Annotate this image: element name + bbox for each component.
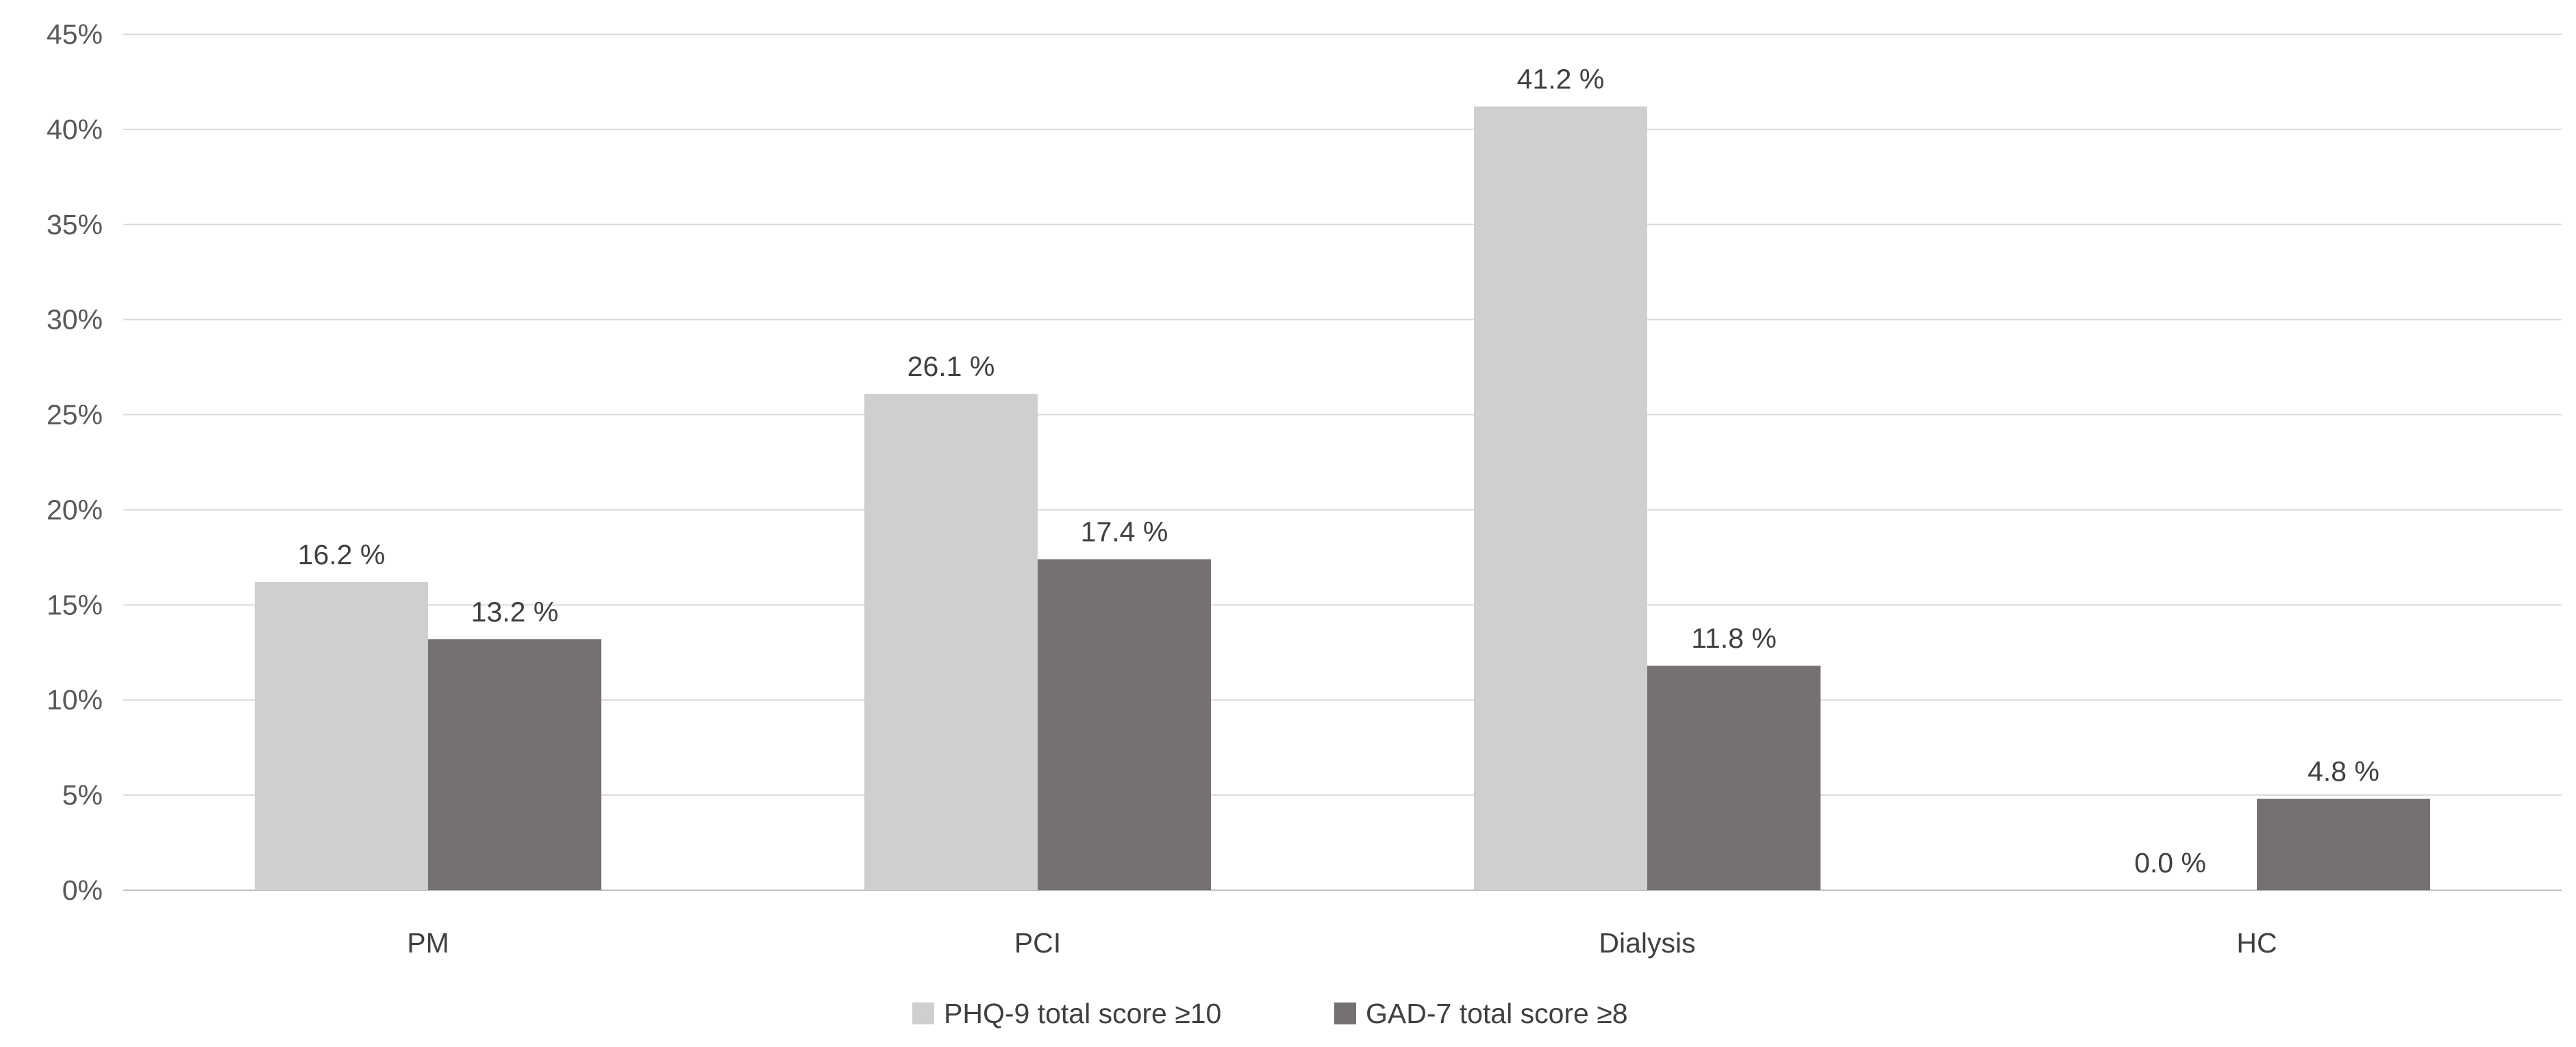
- bar-gad7-dialysis: [1647, 666, 1821, 890]
- bar-gad7-pm: [428, 639, 601, 890]
- data-labels: 16.2 % 13.2 % 26.1 % 17.4 % 41.2 % 11.8 % 0.0 …: [298, 64, 2379, 879]
- y-tick-label: 20%: [47, 494, 103, 525]
- y-tick-label: 15%: [47, 589, 103, 620]
- bar-phq9-pci: [864, 394, 1038, 890]
- legend-label-gad7: GAD-7 total score ≥8: [1366, 998, 1628, 1029]
- bar-gad7-pci: [1038, 559, 1211, 890]
- y-tick-label: 25%: [47, 399, 103, 431]
- y-tick-label: 35%: [47, 209, 103, 240]
- x-axis-categories: PM PCI Dialysis HC: [407, 927, 2277, 959]
- y-tick-label: 45%: [47, 18, 103, 50]
- data-label: 26.1 %: [908, 351, 995, 382]
- legend-swatch-phq9: [912, 1002, 934, 1024]
- data-label: 17.4 %: [1081, 516, 1168, 548]
- y-tick-label: 40%: [47, 114, 103, 145]
- y-tick-label: 5%: [62, 779, 103, 811]
- bar-gad7-hc: [2257, 798, 2430, 890]
- legend-label-phq9: PHQ-9 total score ≥10: [944, 998, 1221, 1029]
- bar-phq9-pm: [255, 582, 428, 890]
- legend: PHQ-9 total score ≥10 GAD-7 total score …: [912, 998, 1628, 1029]
- category-label: HC: [2236, 927, 2277, 959]
- category-label: Dialysis: [1599, 927, 1695, 959]
- data-label: 11.8 %: [1691, 622, 1777, 654]
- y-tick-label: 0%: [62, 874, 103, 906]
- legend-swatch-gad7: [1334, 1002, 1356, 1024]
- y-tick-label: 30%: [47, 304, 103, 336]
- data-label: 16.2 %: [298, 539, 386, 570]
- y-axis-ticks: 0% 5% 10% 15% 20% 25% 30% 35% 40% 45%: [47, 18, 103, 906]
- data-label: 41.2 %: [1517, 64, 1605, 95]
- data-label: 4.8 %: [2308, 756, 2379, 787]
- data-label: 0.0 %: [2134, 847, 2206, 879]
- bar-phq9-dialysis: [1474, 106, 1647, 891]
- y-tick-label: 10%: [47, 684, 103, 716]
- data-label: 13.2 %: [471, 596, 559, 627]
- bars: [255, 106, 2430, 891]
- category-label: PCI: [1014, 927, 1061, 959]
- category-label: PM: [407, 927, 449, 959]
